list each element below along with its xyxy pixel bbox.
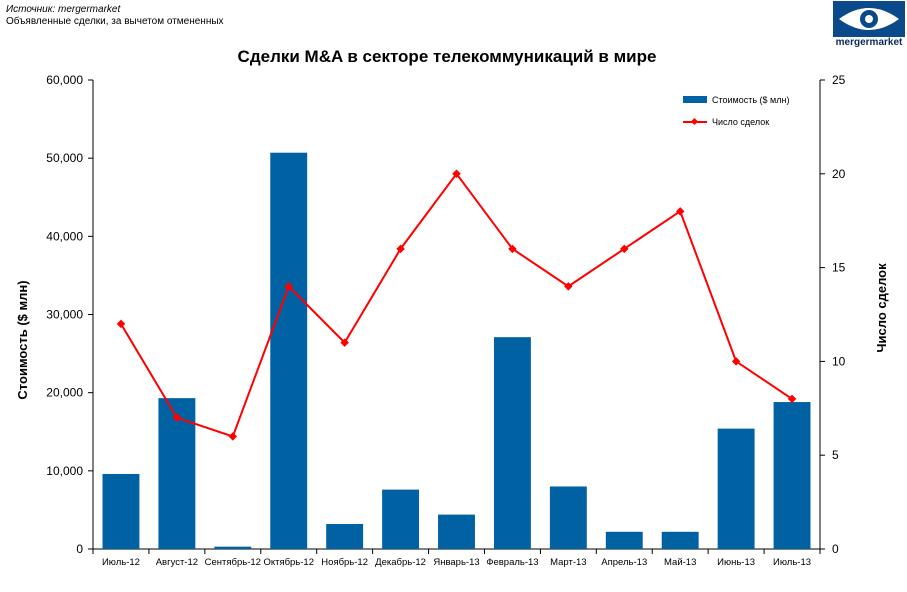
x-tick-label: Октябрь-12 (263, 557, 314, 568)
x-tick-label: Июль-12 (102, 557, 140, 568)
x-tick-label: Сентябрь-12 (205, 557, 261, 568)
y-tick-label-right: 5 (832, 448, 839, 462)
legend-label-bar: Стоимость ($ млн) (712, 95, 789, 105)
series-line (120, 172, 793, 438)
line-point (731, 357, 741, 366)
line-point (508, 244, 517, 254)
y-tick-label-right: 25 (832, 73, 846, 87)
x-tick-label: Ноябрь-12 (321, 557, 368, 568)
y-tick-label-left: 10,000 (46, 464, 83, 478)
line-series (116, 169, 797, 441)
line-point (787, 394, 797, 404)
y-tick-label-left: 50,000 (46, 151, 83, 165)
bar (717, 428, 755, 549)
bar (382, 489, 420, 549)
legend: Стоимость ($ млн) Число сделок (683, 95, 789, 127)
bar (326, 523, 364, 549)
line-point (340, 338, 349, 347)
x-tick-label: Декабрь-12 (375, 557, 426, 568)
bar (605, 531, 643, 549)
axes: 0 10,000 20,000 30,000 40,000 50,000 60,000 0 5 1… (46, 73, 845, 568)
x-tick-label: Февраль-13 (486, 557, 538, 568)
x-tick-label: Март-13 (550, 557, 586, 568)
mergermarket-logo: mergermarket (833, 1, 905, 49)
bar (773, 402, 811, 549)
bar (493, 337, 531, 549)
y-tick-label-right: 15 (832, 261, 846, 275)
y-tick-label-left: 30,000 (46, 308, 83, 322)
y-tick-label-right: 10 (832, 354, 846, 368)
bar (438, 514, 475, 549)
bar (158, 398, 196, 549)
line-point (116, 319, 126, 329)
line-point (172, 413, 182, 422)
source-description: Объявленные сделки, за вычетом отмененны… (6, 16, 224, 27)
line-point (284, 282, 293, 291)
x-tick-label: Июнь-13 (717, 557, 755, 568)
y-axis-right-label: Число сделок (874, 263, 889, 353)
bar (270, 152, 308, 549)
y-tick-label-right: 20 (832, 167, 846, 181)
legend-marker (690, 117, 699, 126)
bar (214, 546, 252, 549)
x-tick-label: Май-13 (664, 557, 696, 568)
y-axis-left-label: Стоимость ($ млн) (15, 280, 30, 399)
bar (661, 531, 699, 549)
bars (102, 152, 811, 549)
bar (102, 473, 140, 549)
x-tick-label: Июль-13 (773, 557, 811, 568)
x-tick-label: Август-12 (156, 557, 198, 568)
source-line: Источник: mergermarket (6, 4, 121, 15)
logo-text: mergermarket (835, 37, 903, 48)
line-point (228, 432, 238, 441)
legend-swatch-bar (683, 96, 707, 103)
y-tick-label-left: 60,000 (46, 73, 83, 87)
y-tick-label-left: 40,000 (46, 229, 83, 243)
y-tick-label-right: 0 (832, 542, 839, 556)
y-tick-label-left: 20,000 (46, 386, 83, 400)
y-tick-label-left: 0 (76, 542, 83, 556)
line-point (564, 282, 573, 291)
line-point (396, 244, 405, 254)
line-point (452, 169, 461, 179)
chart-title: Сделки M&A в секторе телекоммуникаций в … (238, 47, 657, 66)
source-note: Источник: mergermarket Объявленные сделк… (6, 4, 224, 28)
eye-icon (833, 1, 905, 37)
x-tick-label: Апрель-13 (601, 557, 647, 568)
x-tick-label: Январь-13 (433, 557, 479, 568)
bar (549, 486, 587, 549)
legend-label-line: Число сделок (712, 117, 769, 127)
